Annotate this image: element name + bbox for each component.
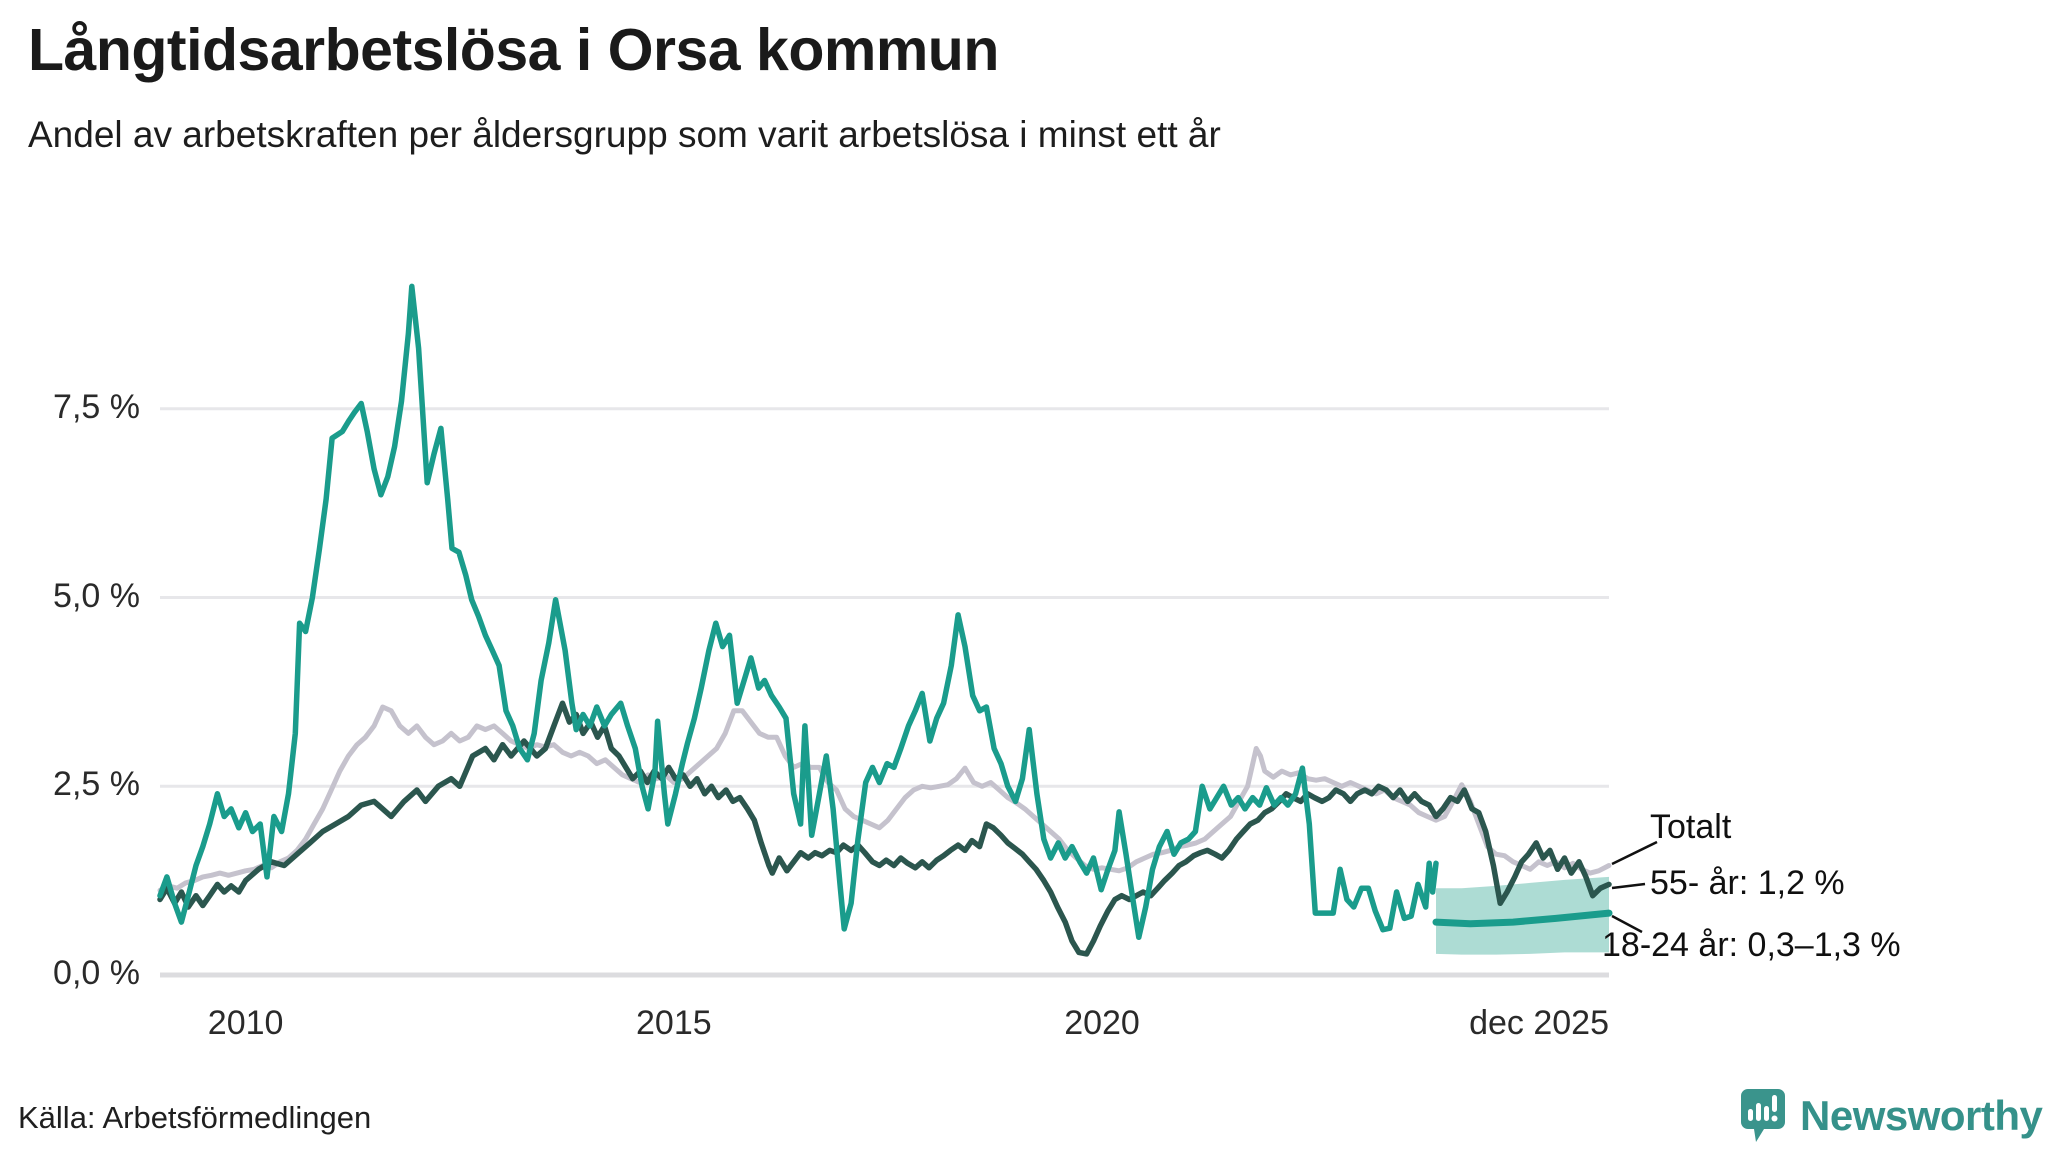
series-label-55: 55- år: 1,2 % [1650,864,1845,902]
series-line-18-24-r [157,283,1439,941]
callout-line-totalt [1611,840,1658,866]
x-tick-label: dec 2025 [1469,1004,1609,1042]
series-label-totalt: Totalt [1650,808,1732,846]
page-title: Långtidsarbetslösa i Orsa kommun [28,17,999,83]
callout-line-age55 [1611,882,1646,890]
y-tick-label: 5,0 % [53,576,140,615]
x-tick-label: 2020 [1064,1004,1140,1042]
source-note: Källa: Arbetsförmedlingen [18,1100,372,1135]
uncertainty-band [1436,876,1609,955]
x-tick-label: 2015 [636,1004,712,1042]
band-center-line [1432,909,1613,928]
series-label-18-24: 18-24 år: 0,3–1,3 % [1602,926,1901,964]
y-tick-label: 2,5 % [53,765,140,804]
newsworthy-logo-icon [1740,1088,1786,1144]
callout-line-age1824 [1611,914,1643,934]
newsworthy-logo: Newsworthy [1740,1088,2043,1144]
series-line-55-r [157,700,1612,957]
y-tick-label: 0,0 % [53,954,140,992]
page-subtitle: Andel av arbetskraften per åldersgrupp s… [28,114,1221,155]
x-tick-label: 2010 [207,1004,284,1042]
y-tick-label: 7,5 % [53,387,140,426]
newsworthy-logo-text: Newsworthy [1800,1092,2043,1139]
